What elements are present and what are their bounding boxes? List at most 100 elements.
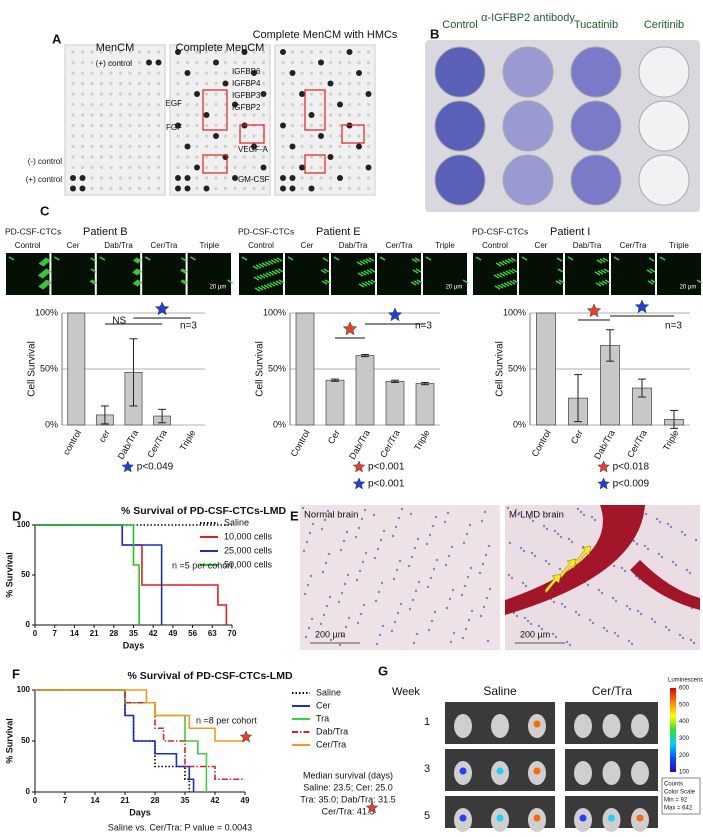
array-spot [366,123,371,128]
nucleus [544,559,548,563]
condition-label: Cer [535,241,548,250]
cell [269,282,276,287]
cell [41,260,47,265]
array-spot [118,155,123,159]
well [570,46,622,98]
y-axis-label: Cell Survival [27,341,38,397]
array-spot [71,50,75,54]
array-spot [109,186,113,191]
array-spot [128,50,132,54]
nucleus [326,509,330,513]
array-spot [147,50,151,54]
array-spot [242,134,247,138]
nucleus [346,573,350,577]
column-label: Ceritinib [644,19,684,31]
nucleus [359,612,363,616]
x-tick-label: 0 [33,796,38,805]
nucleus [445,606,449,610]
week-label: Week [392,686,420,698]
array-spot [233,134,237,138]
cell [267,260,274,265]
array-spot [90,50,94,54]
cell [144,256,151,261]
array-spot [70,175,76,181]
array-spot [128,165,132,170]
y-tick-label: 0% [273,419,286,429]
array-spot [194,91,200,97]
array-spot [118,134,123,138]
cell [362,259,369,264]
array-spot [195,60,199,65]
cell [503,282,510,287]
array-spot [328,144,333,149]
array-spot [319,155,323,159]
array-spot [184,175,191,181]
nucleus [415,632,419,636]
nucleus [488,587,492,591]
cell [42,259,49,264]
scale-label: 200 µm [315,629,345,639]
cell [134,258,141,263]
nucleus [481,562,485,566]
nucleus [329,638,333,642]
nucleus [392,577,396,581]
nucleus [338,643,342,647]
x-tick-label: 35 [129,629,138,638]
array-spot [261,155,266,159]
annotation: Cer/Tra: 41.5 [322,806,375,816]
cell [256,275,263,280]
signal [636,814,644,822]
cell [134,269,141,274]
array-spot [156,144,161,149]
array-spot [242,155,247,159]
legend-label: Saline [224,517,249,527]
array-spot [290,134,295,138]
nucleus [382,529,386,533]
array-spot [156,113,161,117]
cell [321,280,328,285]
cell [364,281,371,286]
array-spot [109,50,113,54]
array-spot [90,123,94,128]
array-spot [338,92,342,96]
array-spot [233,186,237,191]
array-spot [99,60,104,65]
x-tick-label: Triple [412,428,432,452]
array-spot [338,71,342,75]
signal [496,814,504,822]
cell [497,284,504,289]
array-spot [357,155,361,159]
nucleus [378,633,382,637]
array-spot [242,176,247,180]
signal [533,767,541,775]
mouse [491,714,509,738]
cell [462,279,469,284]
nucleus [487,544,491,548]
condition-label: Dab/Tra [339,241,368,250]
cell [270,259,277,264]
cell [648,257,655,262]
array-spot [99,50,104,54]
array-spot [281,144,285,149]
array-spot [204,144,209,149]
p-value: p<0.018 [613,462,650,473]
x-tick-label: 28 [151,796,160,805]
array-spot [223,71,228,75]
survival-curve [35,689,195,792]
cell [558,279,565,284]
nucleus [416,537,420,541]
nucleus [613,631,617,635]
array-spot [128,102,132,107]
array-spot [109,155,113,159]
nucleus [374,599,378,603]
array-spot [319,81,323,86]
column-label: α-IGFBP2 antibody [481,12,575,24]
cell [39,273,45,278]
array-spot [233,50,237,54]
star [586,303,602,318]
array-spot [128,186,132,191]
array-spot [357,92,361,96]
nucleus [407,564,411,568]
cell [511,268,518,273]
array-spot [214,50,218,54]
